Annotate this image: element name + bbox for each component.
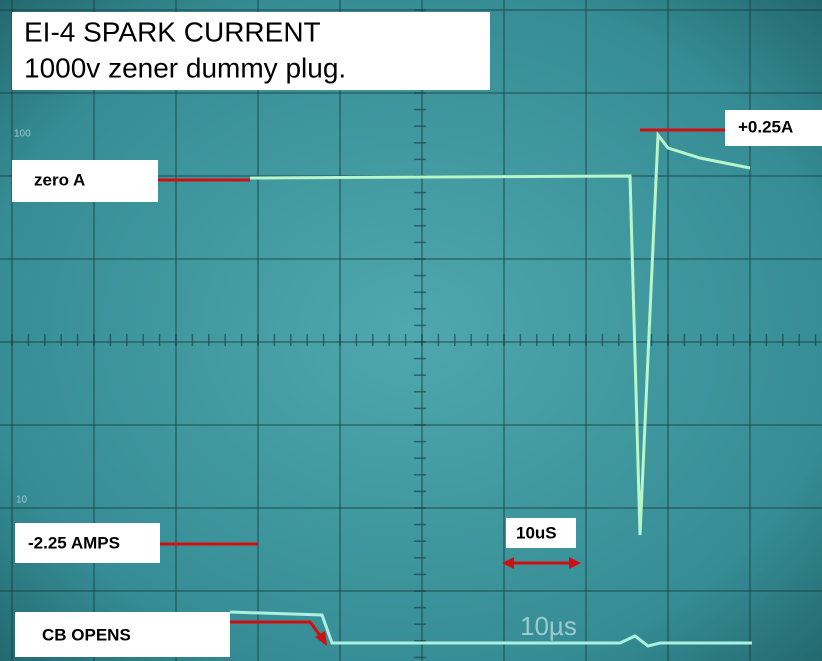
screen-label: 10 [16,495,28,506]
screen-label: 100 [14,129,31,140]
title-line: 1000v zener dummy plug. [24,52,346,83]
annotation: CB OPENS [42,625,131,644]
title-line: EI-4 SPARK CURRENT [24,16,321,47]
annotation: 10uS [516,523,557,542]
screen-label: 10µs [520,611,577,641]
annotation: zero A [34,170,85,189]
annotation: +0.25A [738,117,793,136]
scope-photo: 100 10 10µs EI-4 SPARK CURRENT 1000v zen… [0,0,822,661]
annotation: -2.25 AMPS [28,533,120,552]
